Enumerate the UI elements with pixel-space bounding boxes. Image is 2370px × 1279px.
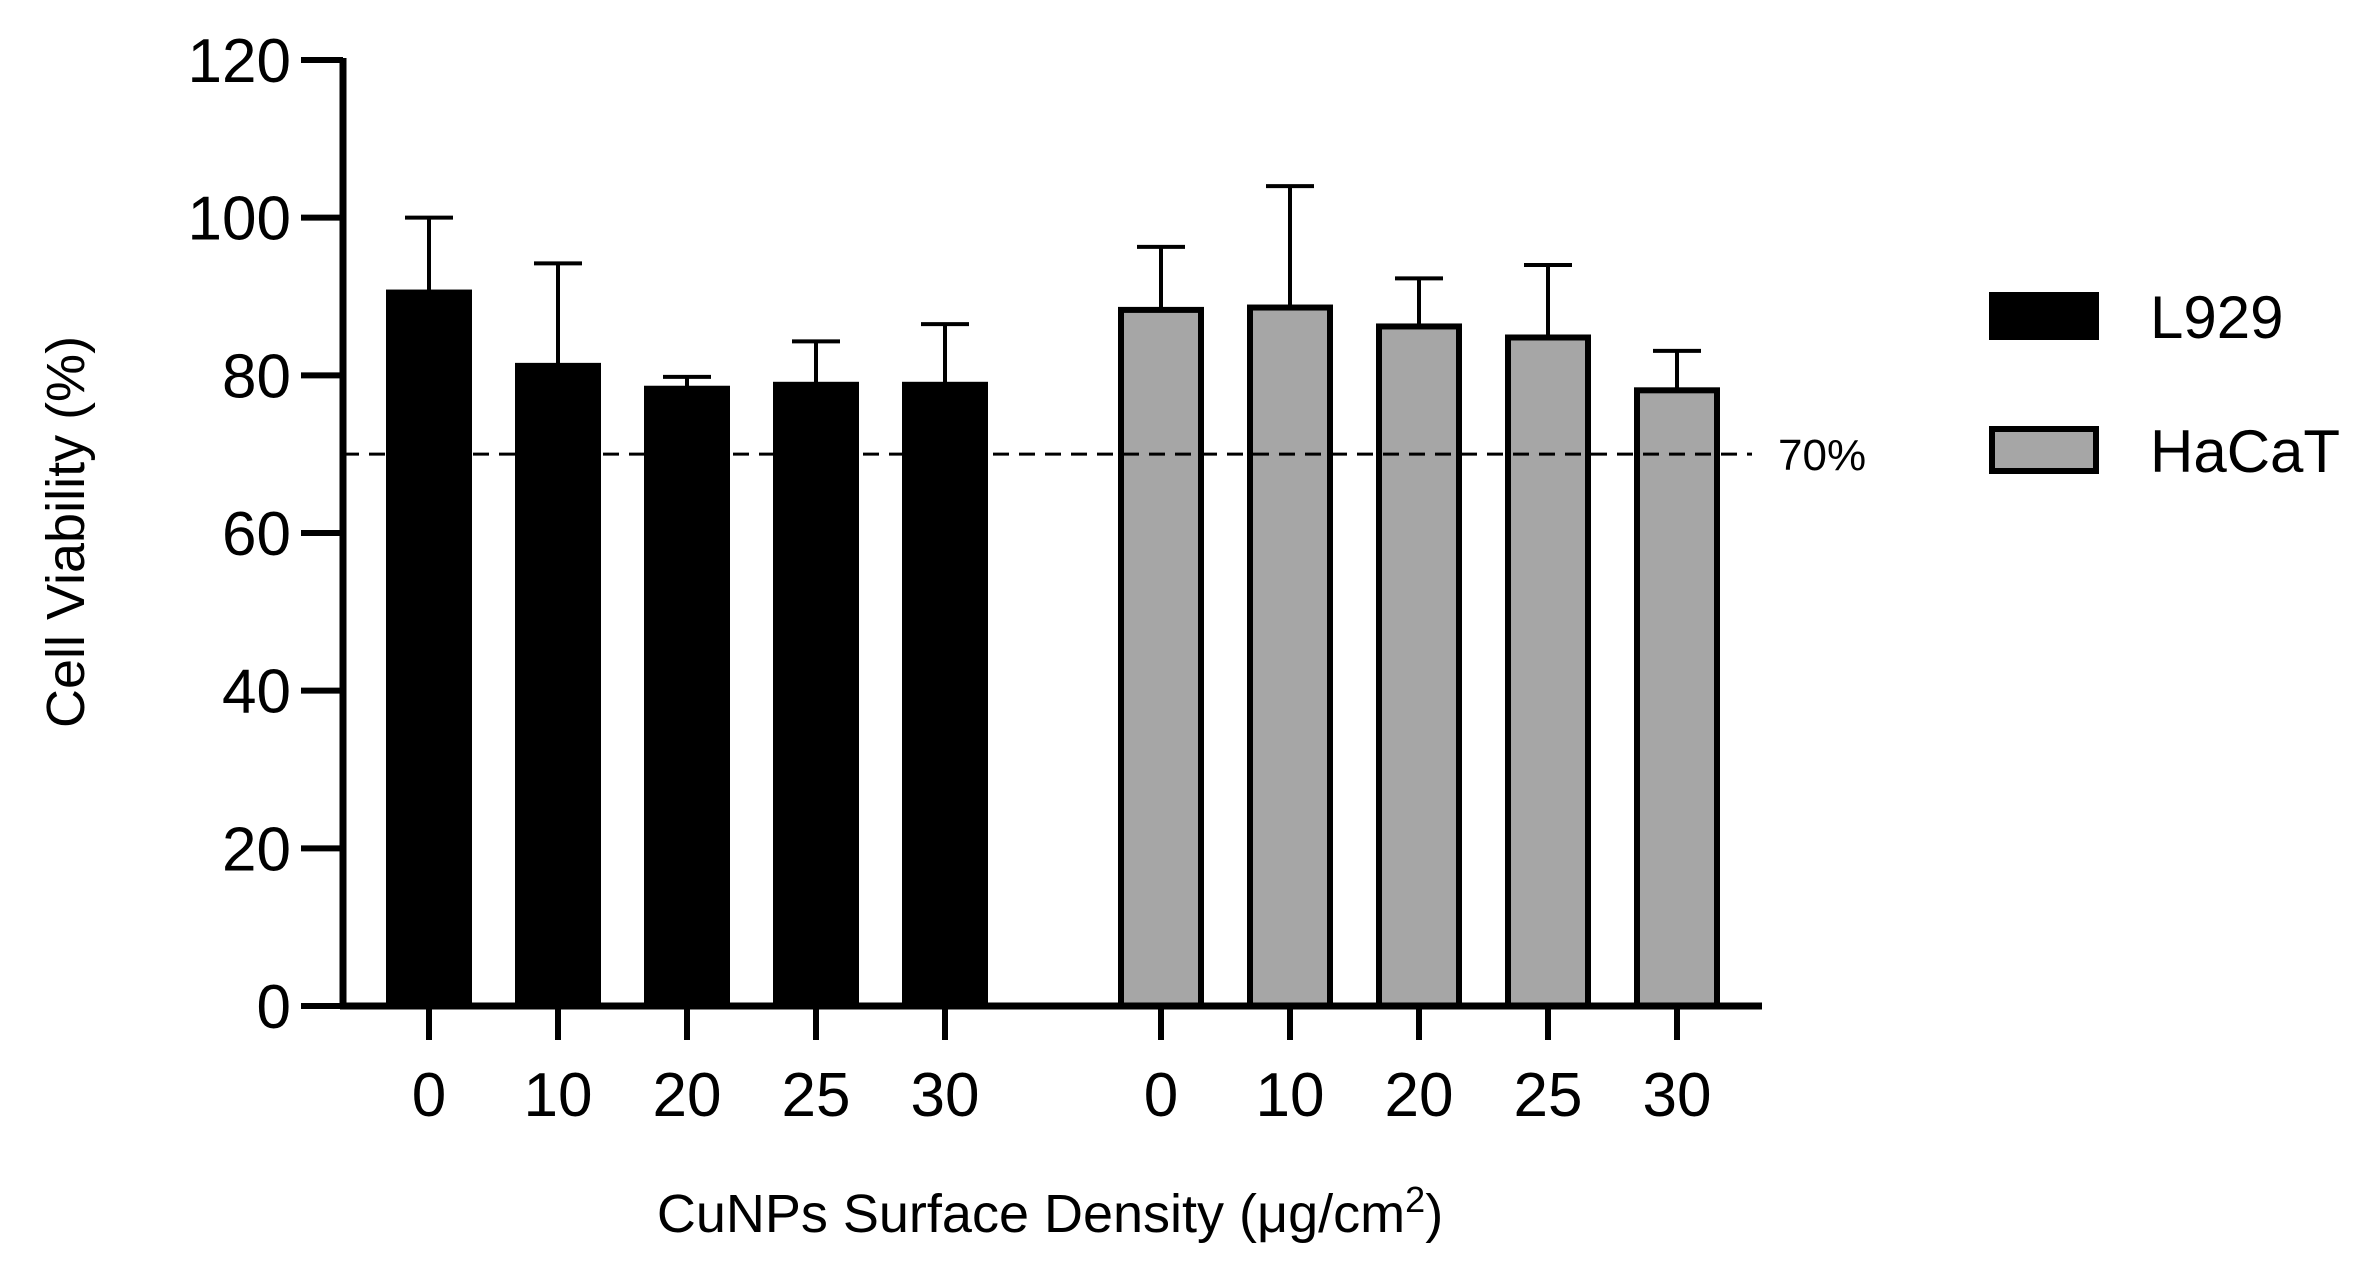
x-tick-label-l929-25: 25	[782, 1061, 851, 1130]
bars-layer	[386, 289, 1720, 1010]
bar-hacat-0	[1118, 306, 1204, 1009]
x-tick-label-hacat-30: 30	[1643, 1061, 1712, 1130]
legend-swatch-hacat	[1989, 426, 2099, 474]
x-tick-label-hacat-0: 0	[1144, 1061, 1178, 1130]
bar-l929-20	[644, 385, 730, 1009]
bar-hacat-25	[1505, 334, 1591, 1009]
y-tick-label: 0	[257, 973, 291, 1042]
bar-hacat-10	[1247, 304, 1333, 1009]
x-tick-labels: 0 10 20 25 30 0 10 20 25 30	[412, 1061, 1712, 1130]
x-tick-label-hacat-20: 20	[1385, 1061, 1454, 1130]
x-tick-label-l929-30: 30	[911, 1061, 980, 1130]
bar-hacat-30	[1634, 387, 1720, 1010]
x-tick-label-hacat-25: 25	[1514, 1061, 1583, 1130]
y-tick-label: 20	[222, 815, 291, 884]
y-tick-label: 60	[222, 500, 291, 569]
x-tick-label-l929-0: 0	[412, 1061, 446, 1130]
legend-label-l929: L929	[2150, 284, 2283, 351]
x-axis-title-main: CuNPs Surface Density (μg/cm	[657, 1184, 1405, 1244]
x-axis-title-superscript: 2	[1405, 1179, 1425, 1220]
x-tick-label-hacat-10: 10	[1256, 1061, 1325, 1130]
y-tick-labels: 0 20 40 60 80 100 120	[188, 27, 291, 1042]
bar-l929-0	[386, 289, 472, 1009]
axes-layer	[301, 57, 1762, 1040]
x-axis-title: CuNPs Surface Density (μg/cm2)	[657, 1179, 1443, 1245]
y-axis-title: Cell Viability (%)	[36, 336, 96, 728]
y-tick-label: 120	[188, 27, 291, 96]
bar-hacat-20	[1376, 323, 1462, 1009]
x-tick-label-l929-10: 10	[524, 1061, 593, 1130]
bar-l929-25	[773, 381, 859, 1009]
y-tick-label: 80	[222, 342, 291, 411]
y-tick-label: 40	[222, 658, 291, 727]
legend-swatch-l929	[1989, 292, 2099, 340]
x-axis-title-suffix: )	[1425, 1184, 1443, 1244]
legend: L929 HaCaT	[1989, 284, 2340, 485]
bar-l929-30	[902, 381, 988, 1009]
legend-label-hacat: HaCaT	[2150, 418, 2340, 485]
bar-l929-10	[515, 362, 601, 1009]
x-tick-label-l929-20: 20	[653, 1061, 722, 1130]
reference-line-label: 70%	[1778, 431, 1866, 480]
error-bars-layer	[405, 184, 1701, 391]
y-tick-label: 100	[188, 185, 291, 254]
